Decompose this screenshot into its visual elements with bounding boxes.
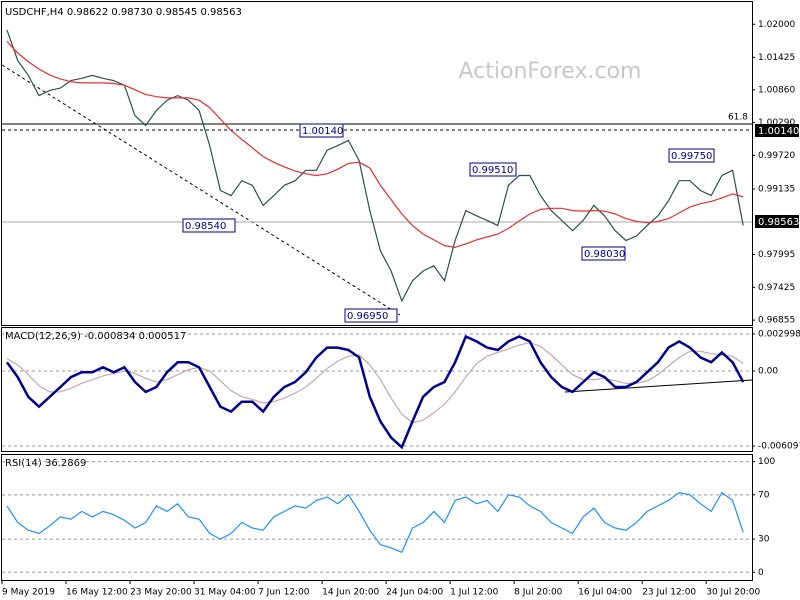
watermark: ActionForex.com (459, 59, 642, 84)
annotation-label: 0.99510 (472, 165, 513, 176)
annotation-label: 0.99750 (671, 151, 712, 162)
y-tick-label: 0.002998 (758, 330, 800, 340)
annotation-box (668, 148, 715, 163)
y-tick-label: -0.006097 (758, 442, 800, 452)
series-line (5, 334, 745, 450)
panel-title: MACD(12,26,9) -0.000834 0.000517 (5, 331, 186, 342)
x-tick-label: 7 Jun 12:00 (258, 588, 310, 598)
trend-line (1, 64, 401, 316)
annotation-box (182, 218, 236, 233)
x-tick-label: 23 May 20:00 (130, 588, 192, 598)
series-line (6, 29, 744, 303)
macd-panel (1, 327, 753, 452)
annotation-label: 0.96950 (347, 311, 388, 322)
y-tick-label: 0.97995 (758, 250, 795, 260)
x-tick-label: 14 Jun 20:00 (322, 588, 379, 598)
x-tick-label: 31 May 04:00 (194, 588, 256, 598)
x-tick-label: 24 Jun 04:00 (386, 588, 443, 598)
y-tick-label: 30 (758, 535, 770, 545)
fib-label: 61.8 (728, 113, 748, 123)
annotation-label: 0.98030 (584, 249, 625, 260)
macd-trend-line (564, 379, 753, 393)
y-tick-label: 100 (758, 457, 775, 467)
y-tick-label: 1.00860 (758, 85, 795, 95)
annotation-label: 0.98540 (185, 221, 226, 232)
y-tick-label: 1.01425 (758, 53, 795, 63)
last-price-box (755, 215, 799, 228)
annotation-label: 1.00140 (302, 126, 343, 137)
y-tick-label: 1.02000 (758, 20, 795, 30)
x-tick-label: 30 Jul 20:00 (706, 588, 760, 598)
y-tick-label: 70 (758, 490, 770, 500)
annotation-box (344, 308, 398, 323)
y-tick-label: 0.97425 (758, 283, 795, 293)
annotation-box (581, 246, 626, 261)
panel-title: RSI(14) 36.2869 (5, 458, 86, 469)
x-tick-label: 16 May 12:00 (66, 588, 128, 598)
y-tick-label: 0.99135 (758, 185, 795, 195)
series-line (6, 491, 744, 554)
rsi-panel (1, 454, 753, 581)
y-tick-label: 0.00 (758, 366, 778, 376)
last-price-label: 0.98563 (758, 217, 799, 228)
annotation-box (469, 162, 517, 177)
panel-title: USDCHF,H4 0.98622 0.98730 0.98545 0.9856… (5, 7, 242, 18)
x-tick-label: 23 Jul 12:00 (642, 588, 696, 598)
series-line (6, 41, 744, 249)
x-tick-label: 16 Jul 04:00 (578, 588, 632, 598)
y-tick-label: 0.99720 (758, 151, 795, 161)
x-tick-label: 1 Jul 12:00 (450, 588, 499, 598)
y-tick-label: 1.00290 (758, 118, 795, 128)
price-panel (1, 1, 753, 326)
x-tick-label: 9 May 2019 (2, 588, 55, 598)
level-label-box (755, 124, 799, 137)
annotation-box (299, 123, 344, 138)
y-tick-label: 0.96855 (758, 316, 795, 326)
x-tick-label: 8 Jul 20:00 (514, 588, 563, 598)
level-label: 1.00140 (758, 126, 799, 137)
series-line (6, 341, 744, 424)
y-tick-label: 0 (758, 568, 764, 578)
